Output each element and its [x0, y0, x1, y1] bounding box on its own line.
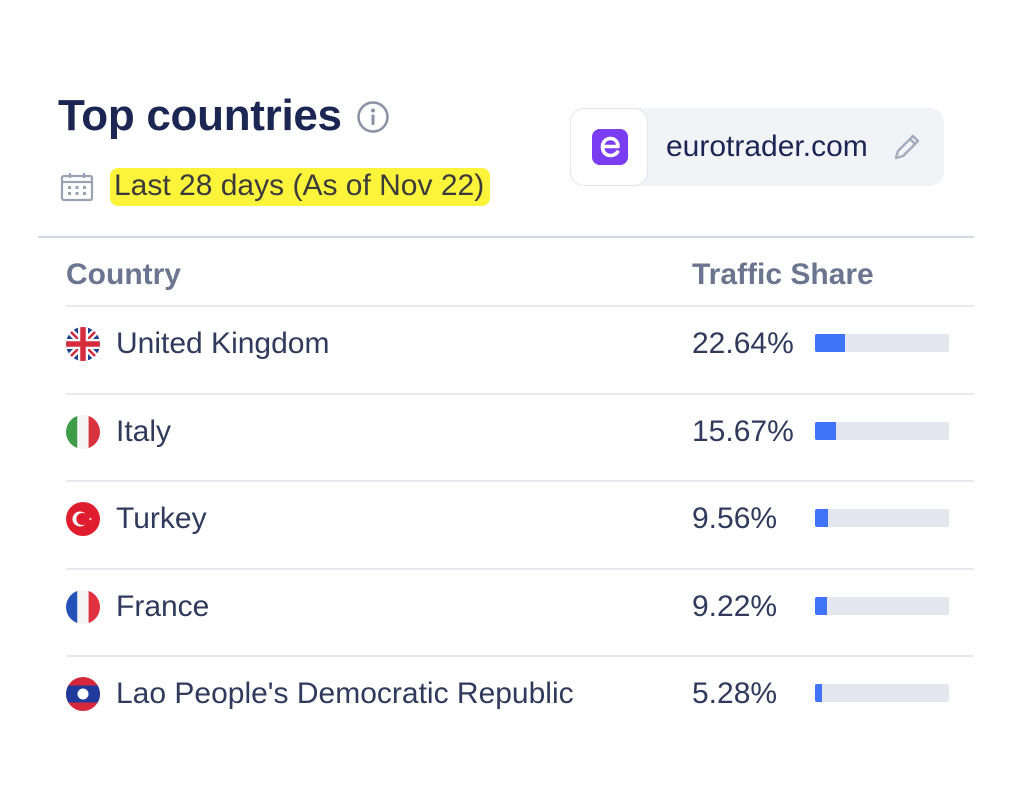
gb-flag-icon — [66, 327, 100, 361]
country-name[interactable]: Lao People's Democratic Republic — [116, 677, 574, 710]
traffic-share-bar — [815, 684, 949, 702]
calendar-icon — [60, 173, 94, 202]
site-domain: eurotrader.com — [666, 130, 868, 163]
site-logo-container — [570, 108, 648, 186]
eurotrader-logo-icon — [592, 129, 628, 165]
column-header-country[interactable]: Country — [66, 258, 181, 291]
traffic-share-bar-fill — [815, 596, 828, 615]
traffic-share-bar-fill — [815, 334, 846, 352]
fr-flag-icon — [66, 589, 100, 624]
table-row[interactable]: France 9.22% — [66, 570, 974, 657]
traffic-share-bar-fill — [815, 509, 828, 527]
table-row[interactable]: Lao People's Democratic Republic 5.28% — [66, 657, 974, 745]
traffic-share-value: 9.56% — [692, 502, 778, 535]
date-range-label: Last 28 days (As of Nov 22) — [110, 164, 491, 208]
traffic-share-value: 5.28% — [692, 677, 778, 710]
traffic-share-bar-fill — [815, 684, 823, 702]
traffic-share-bar — [815, 334, 949, 352]
highlight-marker — [110, 168, 491, 206]
table-row[interactable]: Italy 15.67% — [66, 395, 974, 482]
traffic-share-value: 9.22% — [692, 589, 778, 623]
table-header: Country Traffic Share — [66, 250, 974, 306]
column-header-traffic-share[interactable]: Traffic Share — [692, 258, 874, 291]
traffic-share-value: 22.64% — [692, 327, 794, 360]
it-flag-icon — [66, 414, 100, 449]
section-divider — [38, 236, 974, 238]
traffic-share-bar — [815, 596, 949, 615]
country-name[interactable]: Italy — [116, 414, 172, 448]
tr-flag-icon — [66, 502, 100, 536]
country-name[interactable]: France — [116, 589, 210, 623]
edit-pencil-icon[interactable] — [890, 130, 924, 164]
header-divider — [66, 305, 974, 307]
traffic-share-bar — [815, 509, 949, 527]
la-flag-icon — [66, 677, 100, 711]
site-selector-chip[interactable]: eurotrader.com — [570, 108, 944, 186]
table-row[interactable]: United Kingdom 22.64% — [66, 307, 974, 395]
traffic-share-bar-fill — [815, 421, 836, 440]
country-name[interactable]: Turkey — [116, 502, 207, 535]
info-icon[interactable] — [356, 100, 390, 134]
traffic-share-bar — [815, 421, 949, 440]
traffic-share-value: 15.67% — [692, 414, 794, 448]
country-name[interactable]: United Kingdom — [116, 327, 330, 360]
country-list: United Kingdom 22.64% Italy 15.67% — [66, 307, 974, 745]
table-row[interactable]: Turkey 9.56% — [66, 482, 974, 570]
widget-title: Top countries — [58, 91, 342, 140]
top-countries-widget: Top countries Last 28 days (As of Nov 22… — [38, 60, 974, 760]
